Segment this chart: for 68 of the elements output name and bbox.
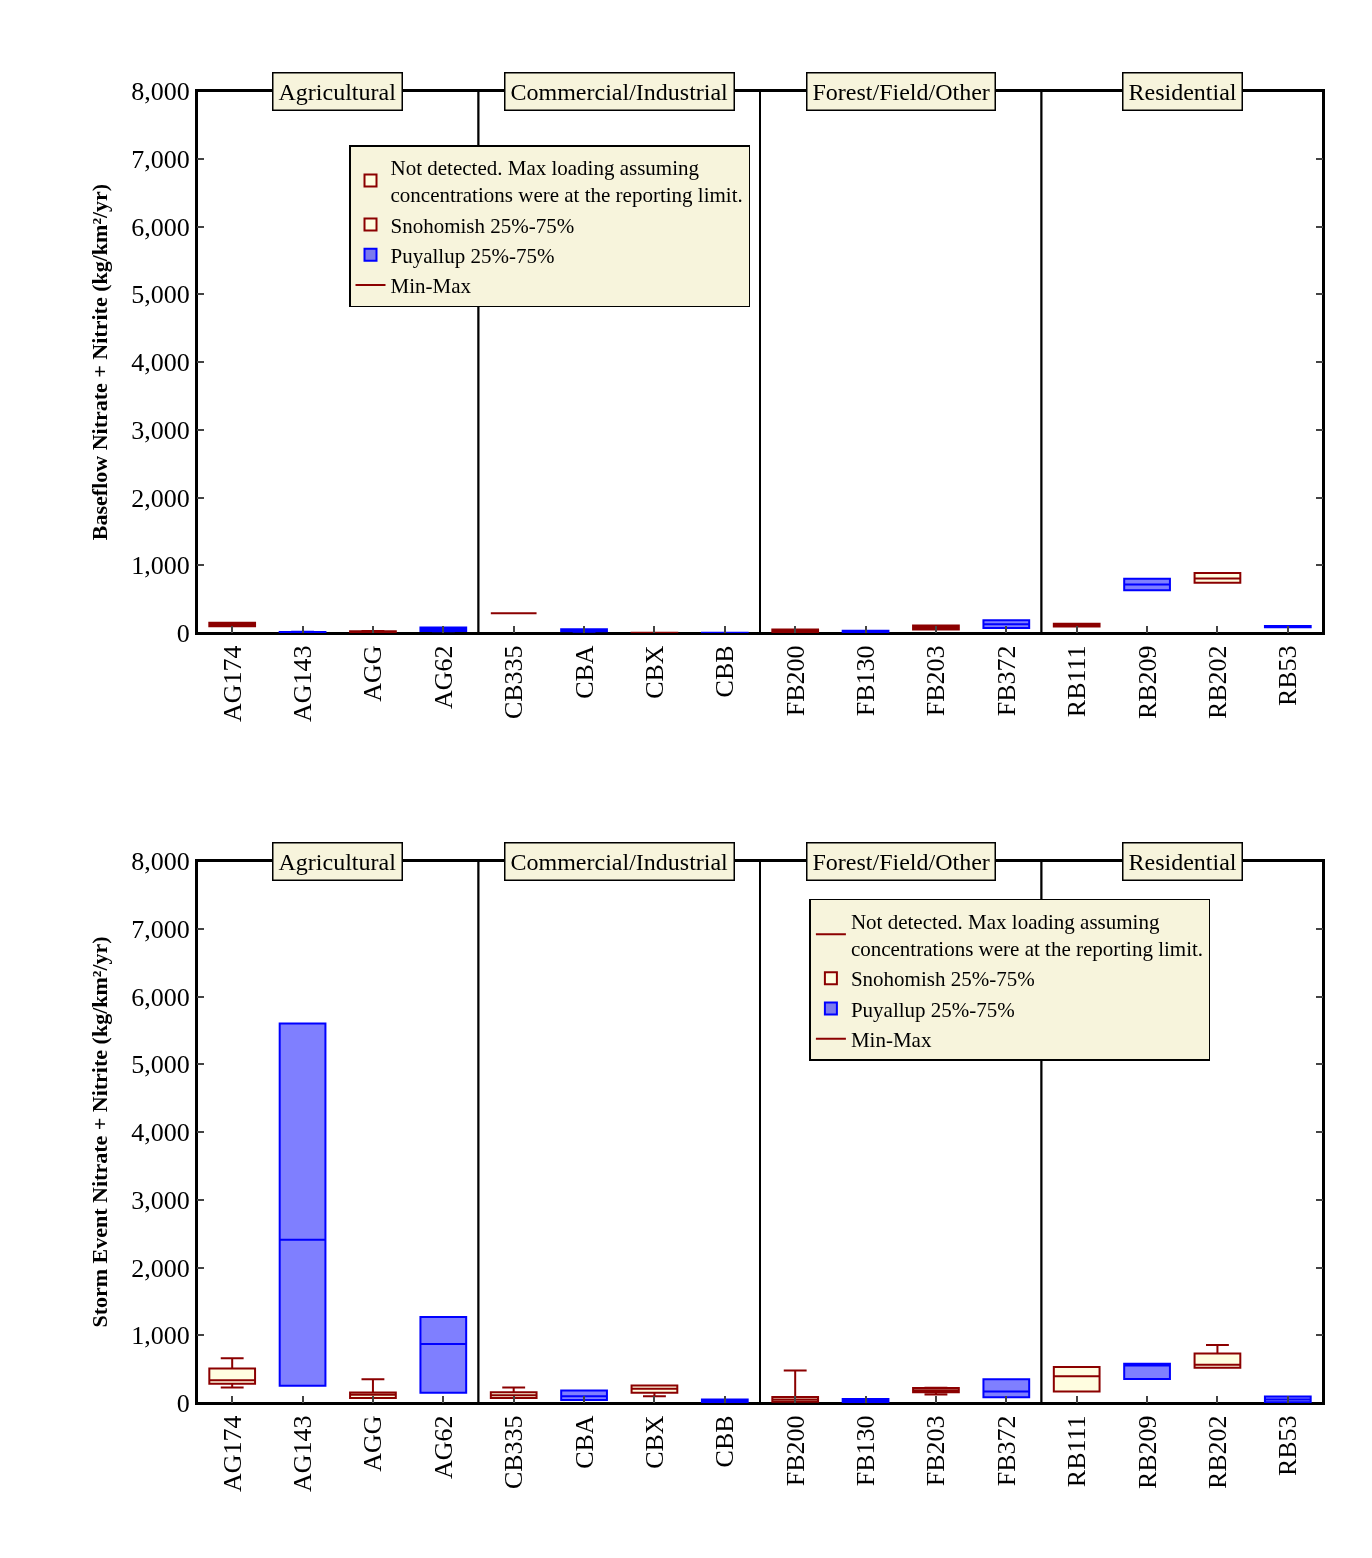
- x-tick-label: AGG: [358, 645, 388, 702]
- x-tick-label: FB203: [921, 1415, 951, 1487]
- x-tick-label: CB335: [499, 645, 529, 720]
- x-tick-label: AG174: [217, 1415, 247, 1492]
- x-tick-label: CB335: [499, 1415, 529, 1490]
- y-tick-label: 1,000: [131, 1321, 190, 1351]
- band-label: Commercial/Industrial: [510, 78, 729, 105]
- x-tick-label: FB200: [780, 1415, 810, 1487]
- legend-label: Puyallup 25%-75%: [390, 243, 555, 268]
- x-tick-label: FB200: [780, 645, 810, 717]
- legend-label: Snohomish 25%-75%: [390, 213, 575, 238]
- y-tick-label: 6,000: [131, 982, 190, 1012]
- y-tick-label: 0: [176, 1389, 190, 1419]
- legend-label: Snohomish 25%-75%: [850, 967, 1035, 992]
- y-tick-label: 2,000: [131, 1253, 190, 1283]
- x-tick-label: CBB: [710, 645, 740, 698]
- x-tick-label: RB209: [1132, 1415, 1162, 1490]
- band-label: Residential: [1128, 848, 1237, 875]
- legend-label: Puyallup 25%-75%: [850, 997, 1015, 1022]
- x-tick-label: FB130: [851, 645, 881, 717]
- x-tick-label: RB202: [1202, 1415, 1232, 1490]
- x-tick-label: AG62: [428, 645, 458, 709]
- y-tick-label: 5,000: [131, 1050, 190, 1080]
- y-tick-label: 8,000: [131, 77, 190, 107]
- band-label: Agricultural: [278, 78, 397, 105]
- x-tick-label: RB53: [1273, 1415, 1303, 1477]
- x-tick-label: CBX: [639, 1415, 669, 1469]
- x-tick-label: FB372: [991, 645, 1021, 717]
- legend-label: Min-Max: [850, 1027, 932, 1052]
- legend-label: Min-Max: [390, 274, 472, 299]
- y-tick-label: 7,000: [131, 914, 190, 944]
- y-tick-label: 0: [176, 619, 190, 649]
- y-axis-title: Storm Event Nitrate + Nitrite (kg/km²/yr): [86, 936, 112, 1328]
- y-axis-title: Baseflow Nitrate + Nitrite (kg/km²/yr): [86, 183, 112, 541]
- y-tick-label: 6,000: [131, 212, 190, 242]
- band-label: Commercial/Industrial: [510, 848, 729, 875]
- x-tick-label: CBB: [710, 1415, 740, 1468]
- y-tick-label: 2,000: [131, 483, 190, 513]
- y-tick-label: 4,000: [131, 348, 190, 378]
- x-tick-label: RB111: [1062, 645, 1092, 718]
- band-label: Forest/Field/Other: [812, 78, 990, 105]
- legend-label: Not detected. Max loading assuming concentrations were at the reporting limit.: [390, 156, 743, 208]
- x-tick-label: AG143: [288, 1415, 318, 1492]
- x-tick-label: CBA: [569, 645, 599, 699]
- x-tick-label: FB372: [991, 1415, 1021, 1487]
- x-tick-label: AG143: [288, 645, 318, 722]
- y-tick-label: 3,000: [131, 1185, 190, 1215]
- band-label: Forest/Field/Other: [812, 848, 990, 875]
- x-tick-label: RB202: [1202, 645, 1232, 720]
- x-tick-label: RB209: [1132, 645, 1162, 720]
- x-tick-label: CBX: [639, 645, 669, 699]
- x-tick-label: AG62: [428, 1415, 458, 1479]
- band-label: Agricultural: [278, 848, 397, 875]
- x-tick-label: AGG: [358, 1415, 388, 1472]
- y-tick-label: 8,000: [131, 847, 190, 877]
- y-tick-label: 7,000: [131, 144, 190, 174]
- x-tick-label: FB203: [921, 645, 951, 717]
- y-tick-label: 4,000: [131, 1118, 190, 1148]
- y-tick-label: 1,000: [131, 551, 190, 581]
- y-tick-label: 5,000: [131, 280, 190, 310]
- legend-label: Not detected. Max loading assuming concentrations were at the reporting limit.: [850, 909, 1204, 962]
- y-tick-label: 3,000: [131, 415, 190, 445]
- x-tick-label: AG174: [217, 645, 247, 722]
- x-tick-label: RB53: [1273, 645, 1303, 707]
- x-tick-label: CBA: [569, 1415, 599, 1469]
- band-label: Residential: [1128, 78, 1237, 105]
- x-tick-label: RB111: [1062, 1415, 1092, 1488]
- x-tick-label: FB130: [851, 1415, 881, 1487]
